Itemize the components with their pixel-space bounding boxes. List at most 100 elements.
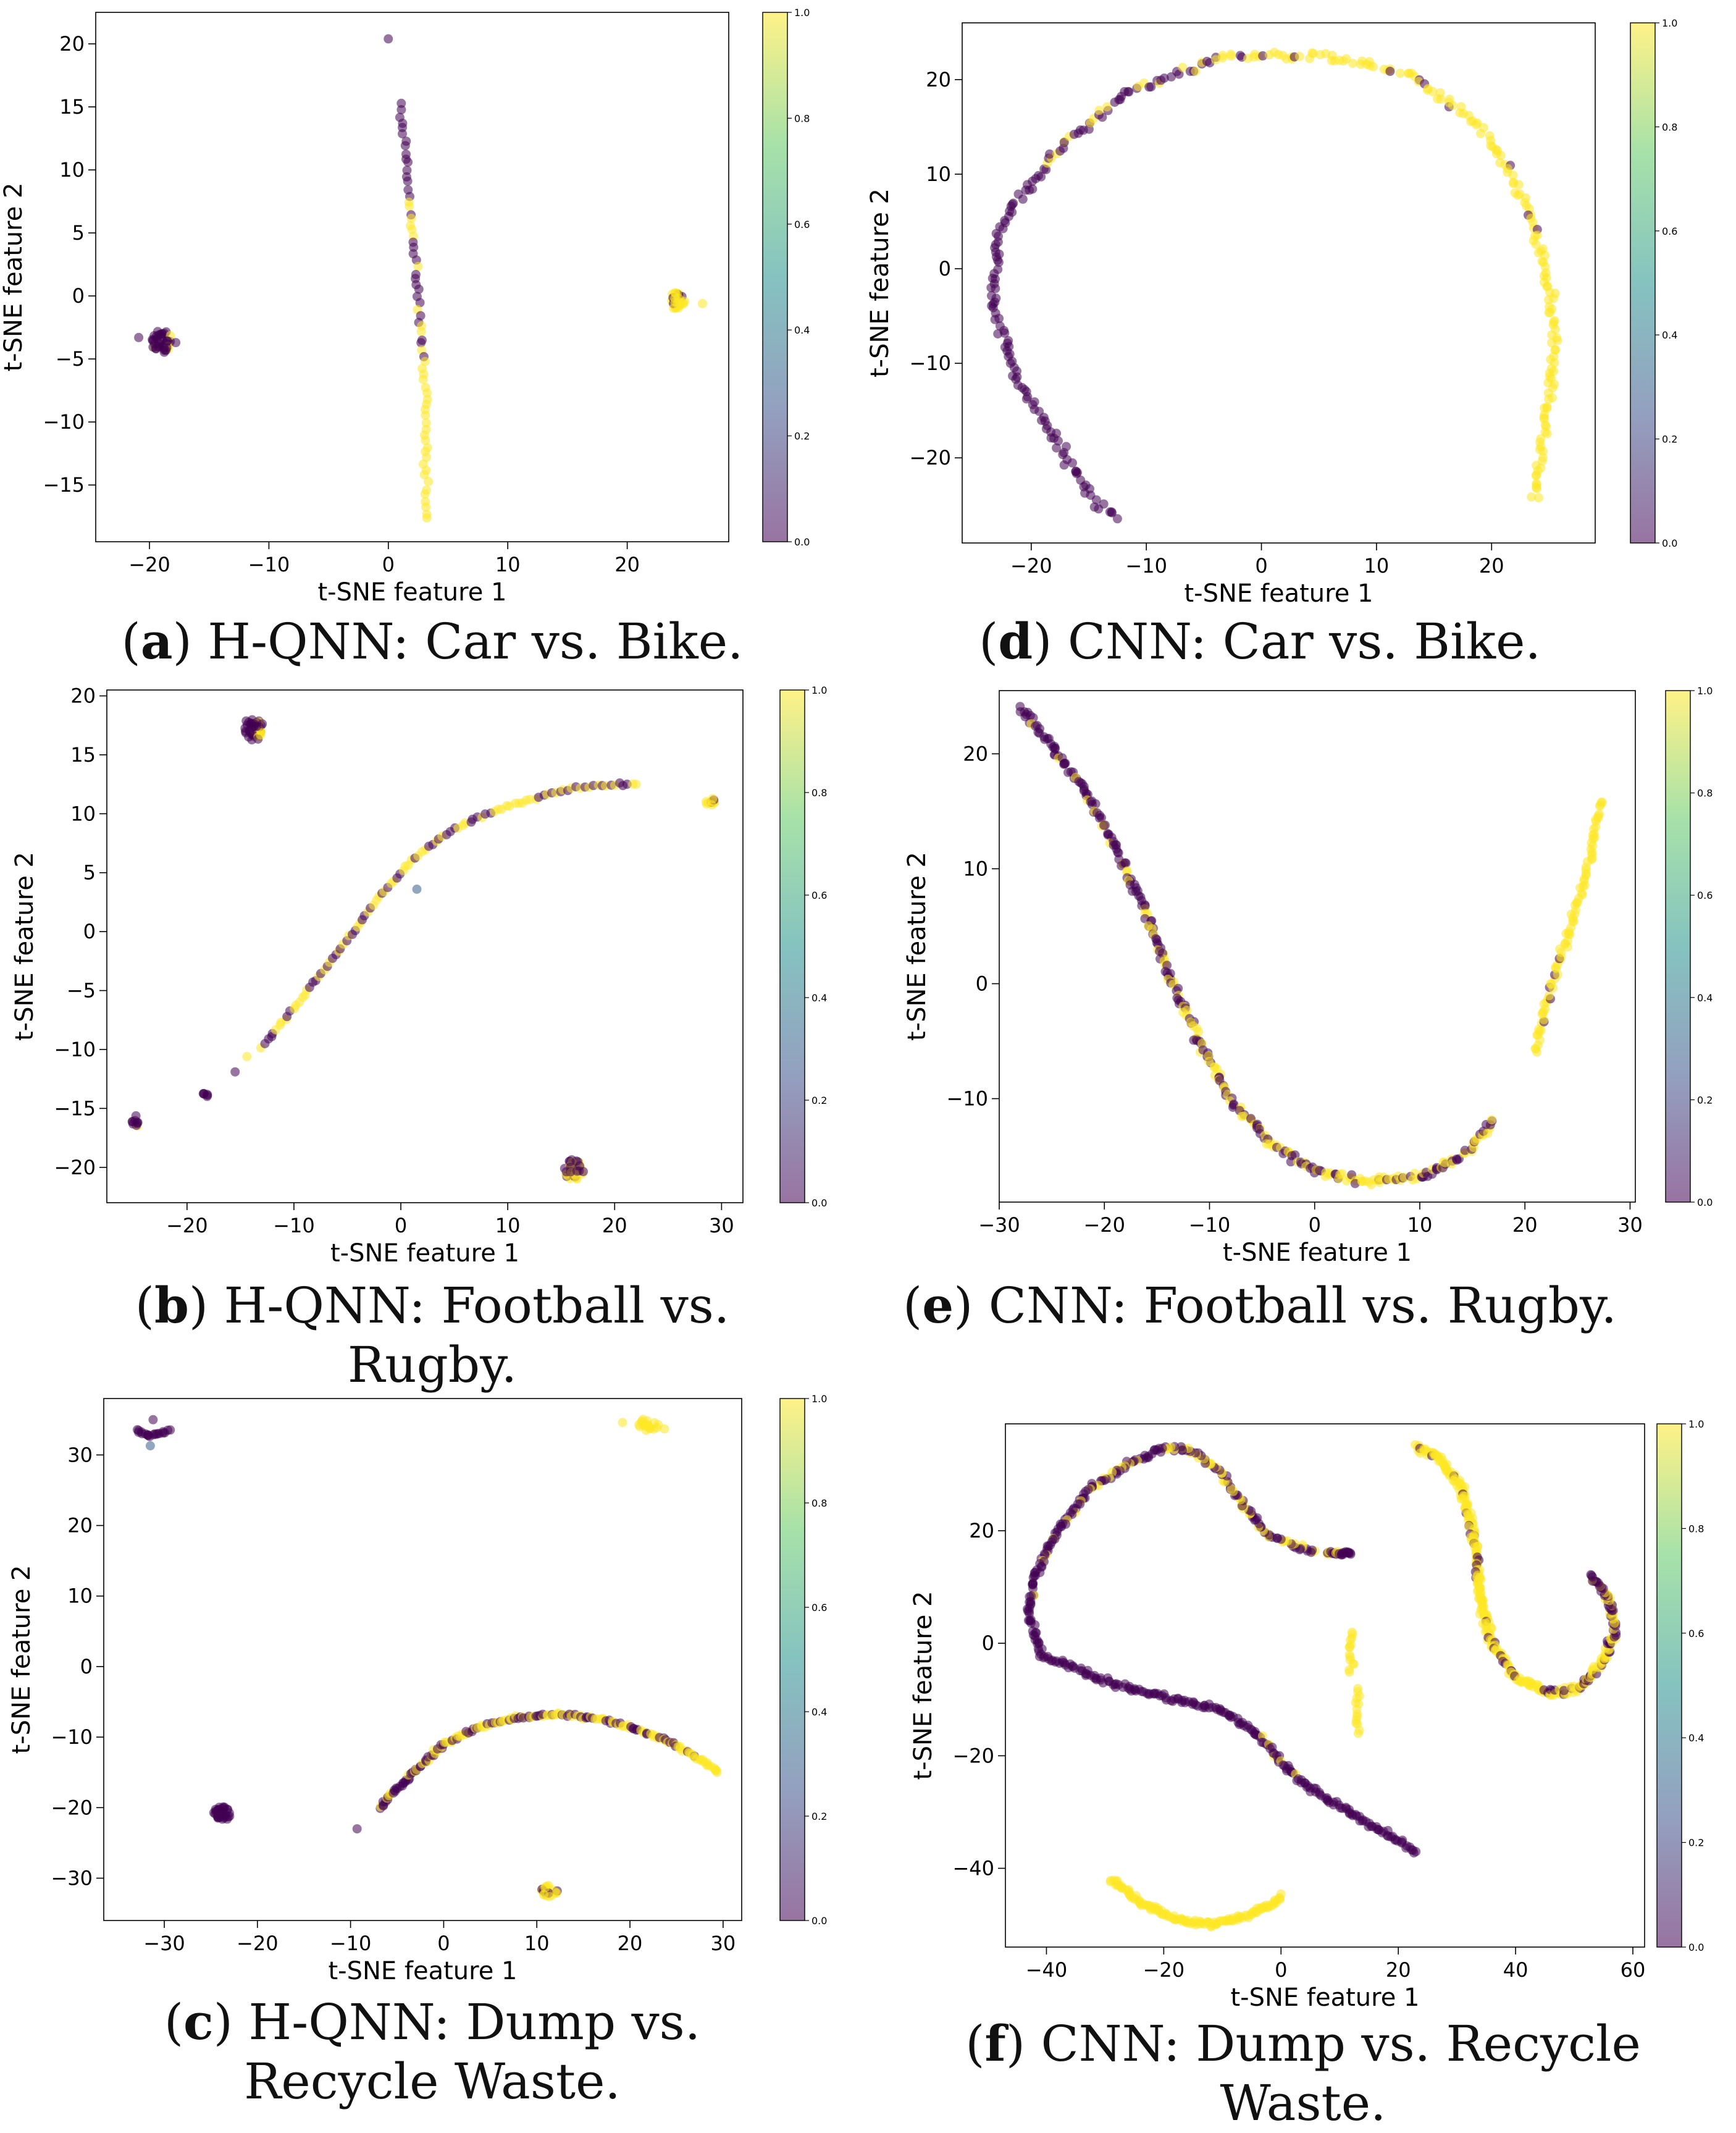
colorbar-tick-label: 1.0 [1697,685,1713,697]
y-axis-label: t-SNE feature 2 [866,188,894,377]
chart-d: −20 −10 0 10 20 −20 −10 0 10 20 t-SNE feature 1 t-S… [866,17,1677,608]
chart-c: −30 −20 −10 0 10 20 30 −30 −20 −10 0 10 20 30 t-SNE fe… [7,1393,827,1985]
data-point [1045,149,1054,159]
x-axis-label: t-SNE feature 1 [318,578,507,607]
x-tick-label: 0 [1275,1958,1287,1982]
x-tick-label: 10 [524,1932,550,1955]
data-point [1348,59,1357,68]
data-point [396,105,406,115]
x-tick-label: −10 [1125,554,1167,578]
y-tick-label: −20 [51,1796,93,1819]
y-tick-label: −20 [952,1744,994,1767]
colorbar-tick-label: 0.0 [1697,1197,1713,1208]
x-tick-label: −30 [978,1213,1020,1237]
data-point [153,327,162,337]
y-tick-label: −10 [51,1725,93,1749]
data-point [1178,62,1188,72]
data-point [987,291,996,301]
data-point [230,1067,240,1077]
data-point [398,129,407,139]
data-point [406,214,416,223]
data-point [1346,1548,1355,1558]
y-tick-label: −15 [54,1096,96,1120]
colorbar-a: 0.0 0.2 0.4 0.6 0.8 1.0 [762,7,810,548]
y-tick-label: −40 [952,1856,994,1880]
colorbar-tick-label: 0.2 [794,431,810,442]
y-tick-label: −20 [54,1156,96,1179]
y-tick-label: 10 [926,162,951,186]
colorbar-f: 0.0 0.2 0.4 0.6 0.8 1.0 [1656,1418,1704,1953]
data-point [1531,471,1541,481]
data-point [544,1891,554,1901]
data-point [1007,200,1017,209]
data-point [145,1441,155,1450]
y-axis-label: t-SNE feature 2 [909,1591,937,1780]
x-tick-label: 0 [395,1214,407,1237]
x-tick-label: 20 [602,1214,627,1237]
x-tick-label: 20 [614,553,640,576]
data-point [132,1119,142,1129]
data-point [1062,442,1071,452]
data-point [1294,51,1304,61]
data-point [414,284,424,294]
data-point [258,719,267,729]
data-point [660,1424,669,1434]
data-point [540,1883,550,1893]
data-point [1344,1643,1354,1652]
x-tick-label: 60 [1621,1958,1646,1982]
data-point [1428,86,1438,96]
data-point [1536,434,1546,444]
colorbar-gradient [1656,1423,1682,1948]
y-tick-label: 0 [976,972,988,995]
data-point [403,176,413,186]
y-axis-label: t-SNE feature 2 [7,1565,36,1754]
data-point [1514,180,1524,190]
data-point [214,1809,224,1819]
data-point [1595,809,1604,819]
data-point [1395,69,1405,78]
points-c [132,1415,722,1901]
colorbar-tick-label: 0.0 [1688,1942,1704,1953]
data-point [712,1767,722,1777]
data-point [249,721,259,731]
x-tick-label: 10 [495,553,521,576]
data-point [648,1424,658,1434]
y-tick-label: 0 [72,284,85,308]
data-point [1146,82,1156,92]
points-a [134,34,707,523]
data-point [400,141,410,151]
colorbar-tick-label: 1.0 [1662,17,1677,29]
data-point [1071,466,1081,476]
y-tick-label: −10 [946,1087,988,1111]
data-point [1337,1169,1347,1179]
y-tick-label: 20 [67,1514,93,1538]
x-tick-label: −10 [248,553,290,576]
colorbar-gradient [779,689,805,1203]
data-point [1286,1157,1296,1167]
data-point [166,1425,175,1435]
colorbar-tick-label: 0.2 [1688,1837,1704,1849]
data-point [1344,1667,1354,1677]
data-point [134,332,144,342]
y-tick-label: 20 [963,742,988,765]
colorbar-gradient [1630,22,1656,544]
data-point [1597,797,1607,807]
y-axis-label: t-SNE feature 2 [10,852,39,1041]
data-point [1059,138,1069,148]
data-point [1226,49,1236,59]
y-tick-label: 20 [59,32,85,56]
colorbar-tick-label: 1.0 [794,7,810,19]
x-tick-label: 0 [382,553,395,576]
x-tick-label: −20 [237,1932,279,1955]
data-point [384,34,393,44]
y-tick-label: 0 [982,1631,994,1655]
data-point [1004,336,1013,345]
y-tick-label: 20 [926,68,951,91]
plot-frame [103,1398,742,1921]
y-tick-label: 10 [70,802,96,825]
data-point [1159,74,1169,83]
data-point [422,513,432,523]
data-point [155,340,165,350]
y-tick-label: −10 [54,1038,96,1061]
